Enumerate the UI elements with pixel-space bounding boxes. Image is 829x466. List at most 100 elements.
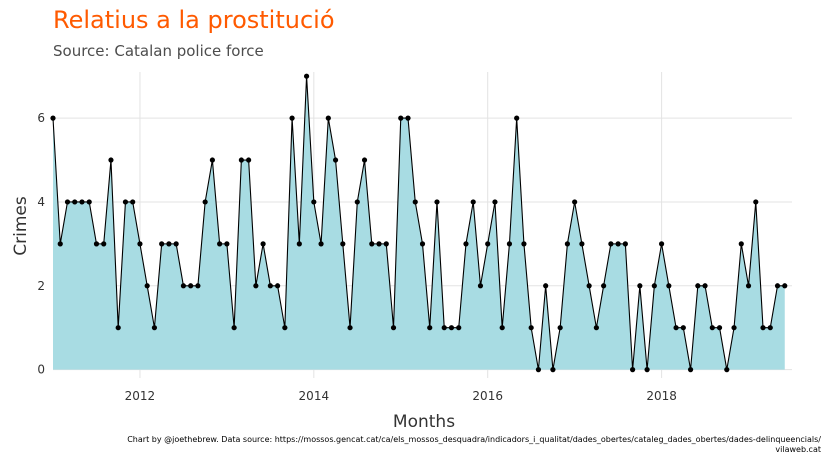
data-point: [702, 283, 708, 289]
data-point: [289, 115, 295, 121]
data-point: [195, 283, 201, 289]
y-tick-label: 6: [37, 111, 45, 125]
data-point: [173, 241, 179, 247]
data-point: [361, 157, 368, 163]
data-point: [151, 325, 158, 331]
data-point: [427, 325, 433, 331]
data-point: [86, 199, 92, 205]
data-point: [630, 367, 636, 373]
data-point: [405, 115, 411, 121]
y-axis-title: Crimes: [11, 196, 31, 256]
data-point: [347, 325, 353, 331]
data-point: [159, 241, 165, 247]
data-point: [753, 199, 759, 205]
data-point: [166, 241, 172, 247]
data-point: [303, 73, 310, 79]
data-point: [274, 283, 281, 289]
data-point: [383, 241, 389, 247]
data-point: [93, 241, 100, 247]
data-point: [557, 325, 563, 331]
data-point: [470, 199, 476, 205]
data-point: [506, 241, 513, 247]
data-point: [644, 367, 650, 373]
data-point: [282, 325, 288, 331]
y-axis: 0 2 4 6: [37, 111, 45, 377]
data-point: [79, 199, 85, 205]
data-point: [64, 199, 71, 205]
data-point: [57, 241, 63, 247]
data-point: [267, 283, 273, 289]
data-point: [224, 241, 230, 247]
x-tick-label: 2018: [646, 389, 677, 403]
data-point: [369, 241, 375, 247]
data-point: [246, 157, 252, 163]
data-point: [144, 283, 150, 289]
data-point: [658, 241, 665, 247]
data-point: [209, 157, 215, 163]
chart-title: Relatius a la prostitució: [53, 6, 335, 34]
data-point: [448, 325, 455, 331]
data-point: [499, 325, 505, 331]
data-point: [477, 283, 484, 289]
data-point: [332, 157, 339, 163]
data-point: [572, 199, 578, 205]
data-point: [108, 157, 114, 163]
data-point: [535, 367, 542, 373]
data-point: [296, 241, 302, 247]
chart-caption: Chart by @joethebrew. Data source: https…: [127, 435, 821, 454]
data-point: [550, 367, 556, 373]
y-tick-label: 4: [37, 195, 45, 209]
data-point: [738, 241, 744, 247]
data-point: [412, 199, 418, 205]
data-point: [485, 241, 491, 247]
data-point: [760, 325, 766, 331]
data-point: [745, 283, 752, 289]
data-point: [101, 241, 107, 247]
data-point: [774, 283, 781, 289]
data-point: [188, 283, 194, 289]
data-point: [238, 157, 244, 163]
data-point: [528, 325, 534, 331]
points: [50, 73, 788, 373]
data-point: [376, 241, 382, 247]
data-point: [695, 283, 701, 289]
data-point: [622, 241, 628, 247]
data-point: [637, 283, 643, 289]
data-point: [463, 241, 469, 247]
data-point: [615, 241, 621, 247]
data-point: [231, 325, 237, 331]
data-point: [666, 283, 672, 289]
data-point: [311, 199, 317, 205]
data-point: [680, 325, 686, 331]
x-axis: 2012 2014 2016 2018: [125, 389, 677, 403]
data-point: [709, 325, 715, 331]
data-point: [253, 283, 259, 289]
x-tick-label: 2016: [472, 389, 503, 403]
data-point: [782, 283, 788, 289]
data-point: [724, 367, 730, 373]
data-point: [767, 325, 773, 331]
data-point: [579, 241, 585, 247]
data-point: [390, 325, 397, 331]
data-point: [72, 199, 78, 205]
y-tick-label: 2: [37, 279, 45, 293]
data-point: [521, 241, 527, 247]
data-point: [441, 325, 447, 331]
data-point: [202, 199, 208, 205]
data-point: [492, 199, 498, 205]
data-point: [217, 241, 223, 247]
data-point: [651, 283, 657, 289]
chart-subtitle: Source: Catalan police force: [53, 42, 264, 60]
data-point: [434, 199, 440, 205]
data-point: [318, 241, 324, 247]
data-point: [543, 283, 549, 289]
y-tick-label: 0: [37, 363, 45, 377]
x-tick-label: 2012: [125, 389, 156, 403]
data-point: [115, 325, 121, 331]
data-point: [514, 115, 520, 121]
data-point: [325, 115, 331, 121]
data-point: [601, 283, 607, 289]
x-tick-label: 2014: [299, 389, 330, 403]
data-point: [50, 115, 56, 121]
